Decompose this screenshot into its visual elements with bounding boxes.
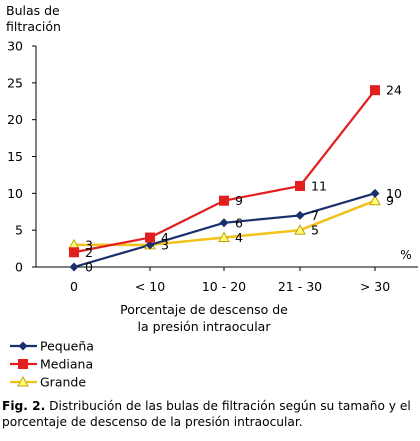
y-axis-label: Bulas de filtración bbox=[6, 3, 61, 34]
data-label: 7 bbox=[311, 208, 319, 223]
legend: Pequeña Mediana Grande bbox=[10, 339, 94, 390]
y-tick-label: 25 bbox=[7, 75, 23, 90]
legend-label: Grande bbox=[40, 375, 86, 390]
x-ticks: 0 < 10 10 - 20 21 - 30 > 30 bbox=[70, 267, 390, 294]
point-mediana bbox=[219, 195, 229, 206]
legend-label: Pequeña bbox=[40, 339, 94, 354]
x-tick-label: < 10 bbox=[135, 279, 165, 294]
legend-marker bbox=[17, 375, 29, 387]
point-pequeña bbox=[295, 210, 305, 220]
data-label: 6 bbox=[235, 215, 243, 230]
x-axis-label: Porcentaje de descenso de la presión intr… bbox=[120, 302, 288, 334]
data-label: 9 bbox=[235, 193, 243, 208]
point-grande bbox=[218, 231, 230, 243]
y-tick-label: 0 bbox=[15, 260, 23, 275]
y-tick-label: 15 bbox=[7, 149, 23, 164]
point-pequeña bbox=[370, 188, 380, 198]
data-label: 11 bbox=[311, 178, 327, 193]
legend-marker bbox=[18, 341, 28, 351]
data-label: 3 bbox=[85, 237, 93, 252]
x-tick-label: 0 bbox=[70, 279, 78, 294]
y-ticks: 0 5 10 15 20 25 30 bbox=[7, 39, 36, 275]
series-markers bbox=[68, 85, 381, 272]
point-mediana bbox=[69, 247, 79, 258]
y-axis-title: Bulas de filtración bbox=[6, 3, 61, 34]
legend-label: Mediana bbox=[40, 357, 93, 372]
data-label: 4 bbox=[235, 230, 243, 245]
caption-label: Fig. 2. bbox=[2, 399, 46, 413]
y-tick-label: 20 bbox=[7, 112, 23, 127]
x-tick-label: 10 - 20 bbox=[202, 279, 246, 294]
y-tick-label: 5 bbox=[15, 223, 23, 238]
y-tick-label: 10 bbox=[7, 186, 23, 201]
data-label: 0 bbox=[85, 260, 93, 275]
point-mediana bbox=[370, 85, 380, 96]
data-label: 9 bbox=[386, 193, 394, 208]
point-grande bbox=[294, 224, 306, 235]
legend-marker bbox=[18, 359, 28, 369]
point-mediana bbox=[295, 180, 305, 191]
x-axis-title-line2: la presión intraocular bbox=[138, 319, 272, 334]
point-pequeña bbox=[145, 240, 155, 250]
data-label: 4 bbox=[161, 230, 169, 245]
figure-caption: Fig. 2. Distribución de las bulas de fil… bbox=[2, 398, 418, 430]
data-label: 10 bbox=[386, 186, 402, 201]
y-tick-label: 30 bbox=[7, 39, 23, 54]
axes bbox=[35, 46, 418, 268]
point-pequeña bbox=[219, 218, 229, 228]
point-pequeña bbox=[69, 262, 79, 272]
series-line-mediana bbox=[73, 89, 376, 254]
x-axis-title-line1: Porcentaje de descenso de bbox=[120, 302, 288, 317]
data-label: 2 bbox=[85, 245, 93, 260]
point-mediana bbox=[145, 232, 155, 243]
caption-text: Distribución de las bulas de filtración … bbox=[2, 399, 411, 429]
x-tick-label: 21 - 30 bbox=[278, 279, 322, 294]
data-label: 3 bbox=[161, 237, 169, 252]
data-label: 5 bbox=[311, 223, 319, 238]
data-label: 24 bbox=[386, 83, 402, 98]
x-tick-label: > 30 bbox=[360, 279, 390, 294]
x-axis-unit: % bbox=[400, 248, 411, 262]
point-grande bbox=[369, 194, 381, 206]
